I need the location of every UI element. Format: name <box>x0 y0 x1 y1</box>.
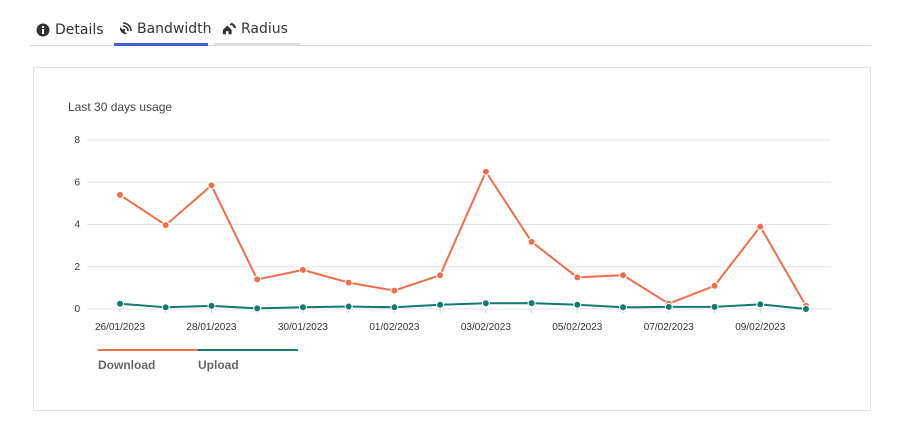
upload-point <box>756 300 765 309</box>
upload-point <box>390 303 399 312</box>
legend-upload-swatch <box>198 349 298 351</box>
download-point <box>756 222 765 231</box>
upload-point <box>436 300 445 309</box>
download-point <box>573 273 582 282</box>
x-tick-label: 30/01/2023 <box>278 322 328 333</box>
tab-label: Details <box>55 21 104 38</box>
upload-point <box>802 305 810 313</box>
x-tick-label: 28/01/2023 <box>186 322 236 333</box>
satellite-dish-icon <box>118 21 132 36</box>
y-tick-label: 2 <box>74 262 80 273</box>
usage-chart-card: Last 30 days usage 0 2 4 6 8 26/01/2023 28/01/… <box>33 67 871 411</box>
upload-point <box>619 303 628 312</box>
usage-line-chart: 0 2 4 6 8 26/01/2023 28/01/2023 30/01/2023 01/02… <box>74 135 831 333</box>
tab-radius[interactable]: Radius <box>214 14 300 45</box>
x-tick-label: 26/01/2023 <box>95 322 145 333</box>
upload-point <box>161 303 170 312</box>
upload-point <box>664 302 673 311</box>
upload-point <box>710 302 719 311</box>
x-tick-label: 07/02/2023 <box>644 322 694 333</box>
download-point <box>298 265 307 274</box>
legend-upload-label: Upload <box>198 358 239 372</box>
y-tick-label: 0 <box>74 304 80 315</box>
download-point <box>116 190 124 199</box>
info-circle-icon <box>36 23 50 37</box>
legend-download[interactable]: Download <box>98 349 198 377</box>
legend-download-swatch <box>98 349 198 351</box>
tab-details[interactable]: Details <box>36 14 108 45</box>
legend-download-label: Download <box>98 358 156 372</box>
download-point <box>390 286 399 295</box>
upload-series-line <box>119 302 807 310</box>
tab-bandwidth[interactable]: Bandwidth <box>114 14 212 46</box>
tab-label: Radius <box>241 20 288 37</box>
download-point <box>436 271 445 280</box>
download-point <box>161 221 170 230</box>
y-tick-label: 6 <box>74 177 80 188</box>
upload-point <box>344 302 353 311</box>
upload-point <box>298 303 307 312</box>
tab-bar: Details Bandwidth Radius <box>30 14 871 46</box>
upload-point <box>481 299 490 308</box>
upload-point <box>573 300 582 309</box>
broadcast-house-icon <box>222 22 236 36</box>
download-point <box>344 278 353 287</box>
upload-point <box>207 301 216 310</box>
tab-label: Bandwidth <box>137 20 212 37</box>
x-tick-label: 01/02/2023 <box>369 322 419 333</box>
download-series-line <box>119 169 807 307</box>
chart-title: Last 30 days usage <box>68 100 173 114</box>
x-tick-label: 03/02/2023 <box>461 322 511 333</box>
y-tick-label: 4 <box>74 220 80 231</box>
download-point <box>527 237 536 246</box>
x-tick-label: 05/02/2023 <box>552 322 602 333</box>
upload-point <box>253 304 262 313</box>
x-tick-label: 09/02/2023 <box>735 322 785 333</box>
upload-point <box>116 299 124 308</box>
download-point <box>207 181 216 190</box>
download-point <box>710 281 719 290</box>
download-point <box>481 167 490 176</box>
y-tick-label: 8 <box>74 135 80 146</box>
legend-upload[interactable]: Upload <box>198 349 298 377</box>
download-point <box>253 275 262 284</box>
download-point <box>619 271 628 280</box>
upload-point <box>527 299 536 308</box>
